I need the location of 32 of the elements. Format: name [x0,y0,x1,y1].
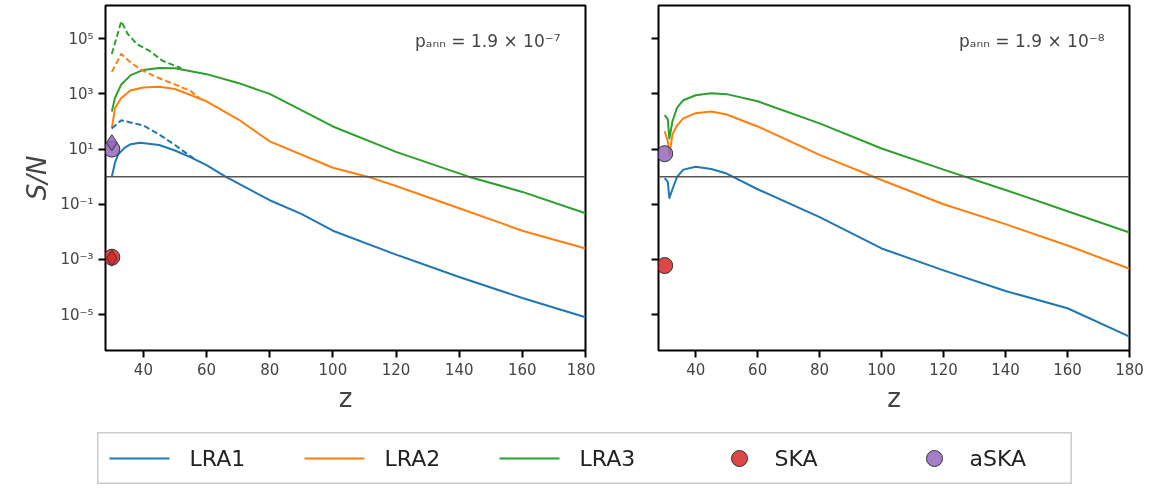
annotation: pₐₙₙ = 1.9 × 10⁻⁸ [958,30,1105,51]
x-tick-label: 160 [1053,360,1082,379]
y-tick-label: 10³ [68,84,94,103]
x-tick-label: 120 [929,360,958,379]
x-tick-label: 140 [444,360,474,379]
y-tick-label: 10⁻⁵ [60,305,94,324]
legend-label: LRA3 [579,446,636,471]
legend-label: LRA2 [384,446,441,471]
x-tick-label: 180 [566,360,596,379]
x-tick-label: 120 [381,360,411,379]
x-tick-label: 100 [318,360,348,379]
x-tick-label: 40 [133,360,153,379]
x-tick-label: 80 [810,360,830,379]
annotation: pₐₙₙ = 1.9 × 10⁻⁷ [414,30,561,51]
x-tick-label: 100 [867,360,896,379]
y-tick-label: 10⁻³ [60,250,94,269]
y-tick-label: 10⁻¹ [60,195,94,214]
legend-label: aSKA [969,446,1027,471]
x-tick-label: 160 [508,360,537,379]
x-tick-label: 180 [1115,360,1144,379]
x-tick-label: 40 [686,360,706,379]
y-tick-label: 10¹ [68,140,94,159]
x-tick-label: 140 [991,360,1020,379]
x-axis-title: z [887,382,901,413]
x-tick-label: 60 [197,360,217,379]
x-tick-label: 80 [260,360,280,379]
y-tick-label: 10⁵ [68,29,94,48]
legend-label: SKA [774,446,818,471]
x-axis-title: z [338,382,353,413]
legend-label: LRA1 [189,446,246,471]
y-axis-title: S/N [22,155,53,201]
x-tick-label: 60 [748,360,768,379]
